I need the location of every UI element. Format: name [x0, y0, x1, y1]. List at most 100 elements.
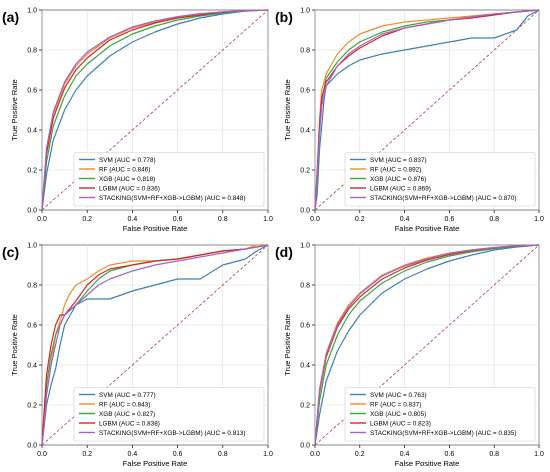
x-tick-label: 0.6 — [445, 216, 455, 223]
roc-curve-xgb — [314, 244, 540, 446]
x-tick-label: 0.8 — [218, 216, 228, 223]
roc-curve-svm — [314, 244, 540, 446]
roc-panel-d: 0.00.0 0.2 0.2 0.4 0.4 0.6 0.6 0.8 0.8 1.0 1.0 Fals… — [275, 243, 544, 469]
legend-entry-lgbm: LGBM (AUC = 0.836) — [99, 185, 160, 192]
panel-label: (c) — [2, 244, 19, 260]
legend-entry-rf: RF (AUC = 0.892) — [370, 166, 421, 173]
y-tick-label: 0.2 — [27, 168, 37, 175]
x-tick-label: 0.2 — [82, 216, 92, 223]
x-tick-label: 0.4 — [128, 451, 138, 458]
roc-panel-c: 0.00.0 0.2 0.2 0.4 0.4 0.6 0.6 0.8 0.8 1.0 1.0 Fals… — [2, 243, 273, 469]
legend: SVM (AUC = 0.837) RF (AUC = 0.892) XGB (AU… — [344, 152, 536, 207]
y-axis-label: True Positive Rate — [10, 79, 19, 140]
y-tick-label: 0.2 — [300, 168, 310, 175]
x-axis-label: False Positive Rate — [123, 459, 188, 468]
x-tick-label: 1.0 — [534, 451, 544, 458]
legend-entry-svm: SVM (AUC = 0.777) — [99, 392, 156, 399]
panel-label: (a) — [2, 9, 19, 25]
x-tick-label: 0.0 — [37, 216, 47, 223]
legend-entry-xgb: XGB (AUC = 0.827) — [99, 411, 155, 418]
legend-box — [344, 387, 536, 442]
legend-entry-svm: SVM (AUC = 0.763) — [370, 392, 427, 399]
legend: SVM (AUC = 0.763) RF (AUC = 0.837) XGB (AU… — [344, 387, 536, 442]
x-tick-label: 0.4 — [400, 451, 410, 458]
x-tick-label: 0.6 — [173, 216, 183, 223]
y-tick-label: 0.6 — [27, 88, 37, 95]
y-tick-label: 1.0 — [27, 243, 37, 250]
roc-panel-a: 0.00.0 0.2 0.2 0.4 0.4 0.6 0.6 0.8 0.8 1.0 1.0 Fals… — [2, 8, 273, 234]
legend-entry-xgb: XGB (AUC = 0.818) — [99, 176, 155, 183]
legend-entry-xgb: XGB (AUC = 0.876) — [370, 176, 426, 183]
x-axis-label: False Positive Rate — [395, 459, 460, 468]
y-tick-label: 0.6 — [300, 323, 310, 330]
x-tick-label: 0.6 — [445, 451, 455, 458]
roc-curve-stacking — [41, 244, 269, 446]
y-tick-label: 0.0 — [300, 443, 310, 450]
y-tick-label: 0.2 — [300, 403, 310, 410]
y-tick-label: 0.0 — [27, 443, 37, 450]
legend-entry-stacking: STACKING(SVM+RF+XGB->LGBM) (AUC = 0.848) — [99, 195, 246, 202]
y-tick-label: 0.0 — [27, 208, 37, 215]
x-tick-label: 1.0 — [263, 451, 273, 458]
y-tick-label: 0.4 — [27, 128, 37, 135]
panel-label: (d) — [275, 244, 293, 260]
y-tick-label: 0.8 — [300, 283, 310, 290]
x-tick-label: 0.0 — [37, 451, 47, 458]
legend-entry-stacking: STACKING(SVM+RF+XGB->LGBM) (AUC = 0.835) — [370, 430, 517, 437]
legend-entry-xgb: XGB (AUC = 0.805) — [370, 411, 426, 418]
x-axis-label: False Positive Rate — [395, 224, 460, 233]
y-tick-label: 0.4 — [300, 128, 310, 135]
legend-entry-stacking: STACKING(SVM+RF+XGB->LGBM) (AUC = 0.813) — [99, 430, 246, 437]
roc-curve-stacking — [314, 244, 540, 446]
x-tick-label: 0.8 — [218, 451, 228, 458]
legend-entry-rf: RF (AUC = 0.837) — [370, 401, 421, 408]
roc-curve-xgb — [41, 9, 269, 211]
legend-entry-lgbm: LGBM (AUC = 0.823) — [370, 420, 431, 427]
y-tick-label: 0.0 — [300, 208, 310, 215]
roc-curve-lgbm — [41, 244, 269, 446]
x-tick-label: 0.4 — [128, 216, 138, 223]
x-tick-label: 0.2 — [355, 216, 365, 223]
roc-curve-stacking — [314, 9, 540, 211]
y-tick-label: 0.6 — [27, 323, 37, 330]
legend: SVM (AUC = 0.778) RF (AUC = 0.846) XGB (AU… — [73, 152, 265, 207]
x-axis-label: False Positive Rate — [123, 224, 188, 233]
y-tick-label: 0.8 — [27, 48, 37, 55]
legend-entry-rf: RF (AUC = 0.843) — [99, 401, 150, 408]
y-tick-label: 0.8 — [300, 48, 310, 55]
panel-label: (b) — [275, 9, 293, 25]
y-axis-label: True Positive Rate — [283, 79, 292, 140]
x-tick-label: 0.8 — [489, 451, 499, 458]
roc-curve-svm — [314, 9, 540, 211]
legend-box — [73, 387, 265, 442]
x-tick-label: 0.6 — [173, 451, 183, 458]
y-tick-label: 0.8 — [27, 283, 37, 290]
x-tick-label: 1.0 — [534, 216, 544, 223]
y-tick-label: 0.6 — [300, 88, 310, 95]
legend-entry-rf: RF (AUC = 0.846) — [99, 166, 150, 173]
y-tick-label: 1.0 — [300, 243, 310, 250]
roc-curve-svm — [41, 244, 269, 446]
legend-box — [344, 152, 536, 207]
x-tick-label: 0.4 — [400, 216, 410, 223]
legend-entry-svm: SVM (AUC = 0.778) — [99, 157, 156, 164]
y-tick-label: 0.4 — [27, 363, 37, 370]
y-axis-label: True Positive Rate — [10, 314, 19, 375]
x-tick-label: 0.0 — [310, 216, 320, 223]
roc-curve-lgbm — [314, 9, 540, 211]
x-tick-label: 0.8 — [489, 216, 499, 223]
x-tick-label: 1.0 — [263, 216, 273, 223]
legend-entry-stacking: STACKING(SVM+RF+XGB->LGBM) (AUC = 0.870) — [370, 195, 517, 202]
roc-panel-b: 0.00.0 0.2 0.2 0.4 0.4 0.6 0.6 0.8 0.8 1.0 1.0 Fals… — [275, 8, 544, 234]
y-tick-label: 0.2 — [27, 403, 37, 410]
legend-entry-lgbm: LGBM (AUC = 0.869) — [370, 185, 431, 192]
legend-entry-lgbm: LGBM (AUC = 0.838) — [99, 420, 160, 427]
y-tick-label: 1.0 — [300, 8, 310, 15]
y-axis-label: True Positive Rate — [283, 314, 292, 375]
x-tick-label: 0.2 — [82, 451, 92, 458]
roc-curve-stacking — [41, 9, 269, 211]
roc-curve-svm — [41, 9, 269, 211]
x-tick-label: 0.2 — [355, 451, 365, 458]
legend-box — [73, 152, 265, 207]
